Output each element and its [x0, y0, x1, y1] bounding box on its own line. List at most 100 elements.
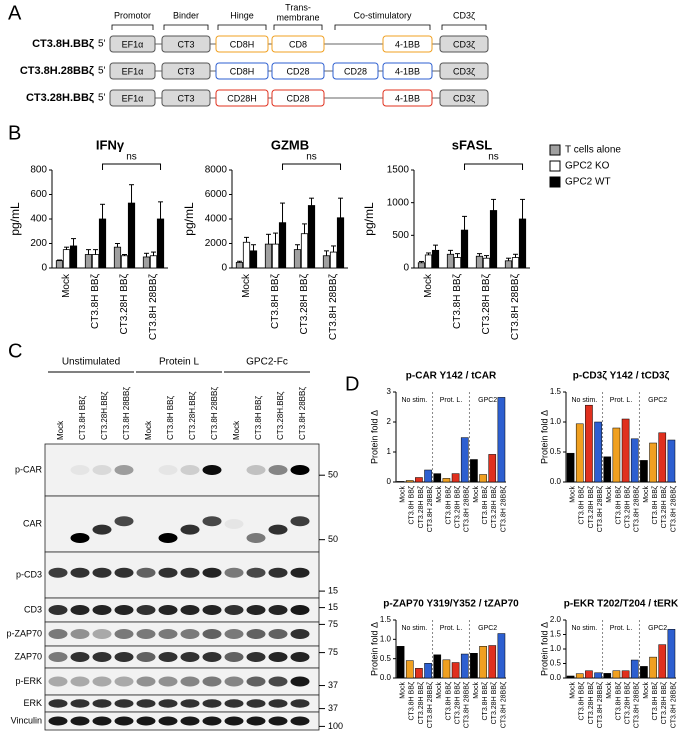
row-label: CAR: [23, 518, 43, 528]
x-tick-label: CT3.28H BBζ: [418, 682, 425, 724]
x-tick-label: CT3.8H 28BBζ: [597, 682, 604, 728]
blot-band: [246, 629, 266, 639]
bar: [594, 421, 602, 483]
element-label: 4-1BB: [395, 39, 420, 49]
bar: [585, 404, 593, 483]
blot-band: [48, 652, 68, 662]
bar: [594, 672, 602, 679]
x-tick-label: CT3.8H 28BBζ: [464, 682, 471, 728]
element-box: [215, 62, 269, 80]
x-tick-label: Mock: [643, 682, 650, 699]
blot-band: [92, 605, 112, 615]
x-tick-label: Mock: [473, 682, 480, 699]
legend-swatch: [549, 160, 561, 172]
element-box: [161, 62, 211, 80]
x-tick-label: Mock: [569, 486, 576, 503]
bar: [442, 659, 451, 679]
bar: [453, 257, 462, 269]
blot-band: [114, 567, 134, 578]
x-tick-label: CT3.8H BBζ: [445, 486, 452, 525]
bar: [242, 241, 251, 269]
bar: [585, 670, 593, 679]
lane-label: Mock: [56, 420, 65, 440]
bar: [69, 245, 78, 269]
x-tick-label: Mock: [473, 486, 480, 503]
blot-band: [246, 605, 266, 615]
x-tick-label: CT3.8H 28BBζ: [148, 273, 159, 340]
blot-band: [290, 699, 310, 708]
bar: [475, 255, 484, 269]
blot-band: [202, 465, 222, 475]
blot-band: [202, 716, 222, 726]
bar: [489, 210, 498, 269]
row-label: p-ZAP70: [6, 628, 42, 638]
y-tick-label: 1.0: [550, 644, 562, 653]
element-box: [271, 35, 325, 53]
y-tick-label: 0.0: [380, 673, 392, 682]
bar: [470, 653, 478, 679]
bar: [415, 477, 423, 483]
element-label: CD3ζ: [453, 39, 475, 49]
blot-band: [290, 676, 310, 687]
element-box: [382, 35, 433, 53]
blot-band: [70, 533, 90, 543]
bar: [511, 257, 520, 269]
blot-band: [158, 629, 178, 639]
bar: [451, 662, 460, 679]
bar: [575, 673, 584, 679]
blot-band: [202, 605, 222, 615]
bar: [424, 469, 432, 483]
x-tick-label: CT3.28H BBζ: [119, 273, 130, 334]
blot-band: [136, 652, 156, 662]
x-tick-label: CT3.28H BBζ: [299, 273, 310, 334]
blot-band: [268, 629, 288, 639]
prime-label: 5': [98, 39, 106, 50]
blot-band: [268, 652, 288, 662]
bar: [127, 202, 136, 269]
element-label: 4-1BB: [395, 93, 420, 103]
blot-band: [290, 652, 310, 662]
blot-band: [92, 567, 112, 578]
blot-band: [114, 629, 134, 639]
blot-band: [70, 567, 90, 578]
row-label: ERK: [23, 698, 42, 708]
x-tick-label: CT3.8H 28BBζ: [510, 273, 521, 340]
y-tick-label: 1.5: [380, 615, 392, 624]
blot-band: [180, 676, 200, 687]
bar: [649, 442, 657, 483]
x-tick-label: CT3.8H BBζ: [579, 682, 586, 721]
x-tick-label: CT3.8H 28BBζ: [634, 486, 641, 532]
header-label: Co-stimulatory: [353, 10, 412, 20]
element-label: EF1α: [122, 93, 144, 103]
header-bracket: [163, 24, 209, 30]
blot-band: [224, 676, 244, 687]
bar: [424, 254, 433, 269]
blot-band: [202, 699, 222, 708]
header-bracket: [441, 24, 487, 30]
x-tick-label: Mock: [423, 273, 434, 298]
blot-band: [246, 676, 266, 687]
blot-band: [114, 716, 134, 726]
bar: [431, 249, 440, 269]
bar: [113, 246, 122, 269]
bar: [504, 260, 513, 269]
x-tick-label: CT3.8H 28BBζ: [427, 486, 434, 532]
significance-label: ns: [126, 152, 137, 163]
lane-label: CT3.8H BBζ: [254, 396, 263, 440]
construct-name: CT3.8H.28BBζ: [20, 65, 94, 77]
blot-band: [290, 629, 310, 639]
bar: [300, 233, 309, 269]
blot-band: [290, 567, 310, 578]
element-box: [271, 89, 325, 107]
legend-label: GPC2 WT: [565, 177, 611, 188]
blot-band: [92, 629, 112, 639]
row-label: p-CD3: [16, 569, 42, 579]
blot-band: [290, 716, 310, 726]
x-tick-label: CT3.8H 28BBζ: [634, 682, 641, 728]
x-tick-label: CT3.8H 28BBζ: [500, 486, 507, 532]
legend-label: GPC2 KO: [565, 161, 610, 172]
section-label: Prot. L.: [610, 397, 633, 404]
bar: [417, 262, 426, 269]
lane-label: CT3.8H 28BBζ: [298, 387, 307, 440]
blot-band: [92, 652, 112, 662]
